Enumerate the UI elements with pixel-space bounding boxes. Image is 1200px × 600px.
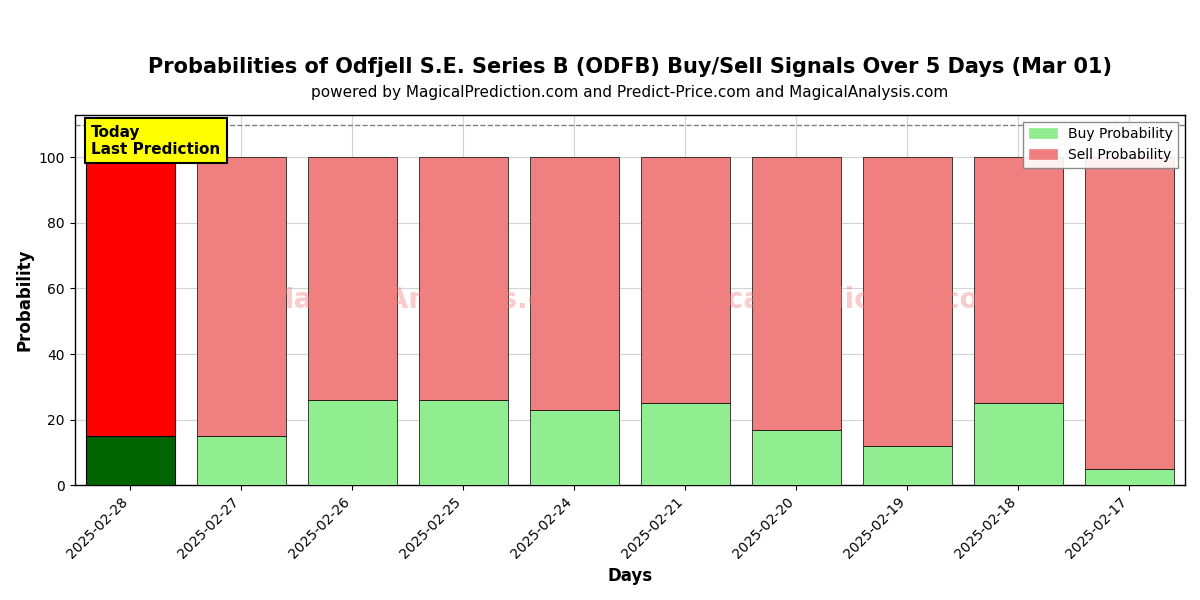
- Bar: [974, 157, 1063, 403]
- Bar: [308, 157, 397, 400]
- Bar: [863, 157, 952, 446]
- Bar: [641, 403, 730, 485]
- Title: Probabilities of Odfjell S.E. Series B (ODFB) Buy/Sell Signals Over 5 Days (Mar : Probabilities of Odfjell S.E. Series B (…: [148, 57, 1112, 77]
- Text: Today
Last Prediction: Today Last Prediction: [91, 125, 221, 157]
- Bar: [419, 400, 508, 485]
- Bar: [752, 157, 841, 430]
- Bar: [419, 157, 508, 400]
- Bar: [863, 446, 952, 485]
- Text: MagicalAnalysis.com: MagicalAnalysis.com: [266, 286, 593, 314]
- Bar: [308, 400, 397, 485]
- Bar: [530, 410, 619, 485]
- X-axis label: Days: Days: [607, 567, 653, 585]
- Y-axis label: Probability: Probability: [16, 249, 34, 351]
- Legend: Buy Probability, Sell Probability: Buy Probability, Sell Probability: [1024, 122, 1178, 167]
- Bar: [530, 157, 619, 410]
- Bar: [1085, 157, 1174, 469]
- Text: powered by MagicalPrediction.com and Predict-Price.com and MagicalAnalysis.com: powered by MagicalPrediction.com and Pre…: [311, 85, 948, 100]
- Bar: [197, 436, 286, 485]
- Text: MagicalPrediction.com: MagicalPrediction.com: [652, 286, 1008, 314]
- Bar: [641, 157, 730, 403]
- Bar: [85, 436, 174, 485]
- Bar: [974, 403, 1063, 485]
- Bar: [85, 157, 174, 436]
- Bar: [1085, 469, 1174, 485]
- Bar: [197, 157, 286, 436]
- Bar: [752, 430, 841, 485]
